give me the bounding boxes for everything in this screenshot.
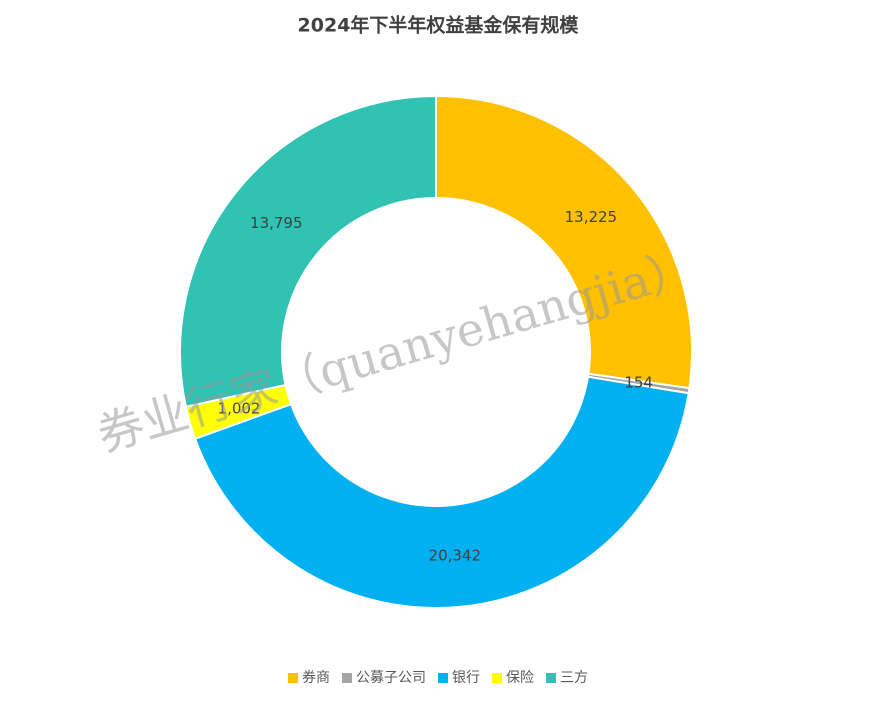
legend-label: 三方	[560, 670, 588, 686]
slice	[179, 94, 437, 408]
legend-label: 券商	[302, 670, 330, 686]
slices	[179, 94, 693, 609]
legend-swatch	[342, 673, 352, 683]
legend-swatch	[546, 673, 556, 683]
labels: 13,225 154 20,342 1,002 13,795	[218, 208, 653, 564]
data-label: 20,342	[429, 547, 482, 565]
legend-label: 银行	[452, 670, 480, 686]
legend-swatch	[288, 673, 298, 683]
data-label: 13,795	[250, 214, 303, 232]
data-label: 13,225	[565, 208, 618, 226]
legend-label: 公募子公司	[356, 670, 426, 686]
legend-swatch	[438, 673, 448, 683]
data-label: 154	[624, 374, 653, 392]
data-label: 1,002	[218, 399, 261, 417]
slice	[435, 94, 693, 390]
chart-title: 2024年下半年权益基金保有规模	[298, 14, 580, 37]
legend-label: 保险	[506, 670, 534, 686]
legend-swatch	[492, 673, 502, 683]
slice	[193, 375, 690, 609]
legend: 券商 公募子公司 银行 保险 三方	[288, 670, 588, 686]
